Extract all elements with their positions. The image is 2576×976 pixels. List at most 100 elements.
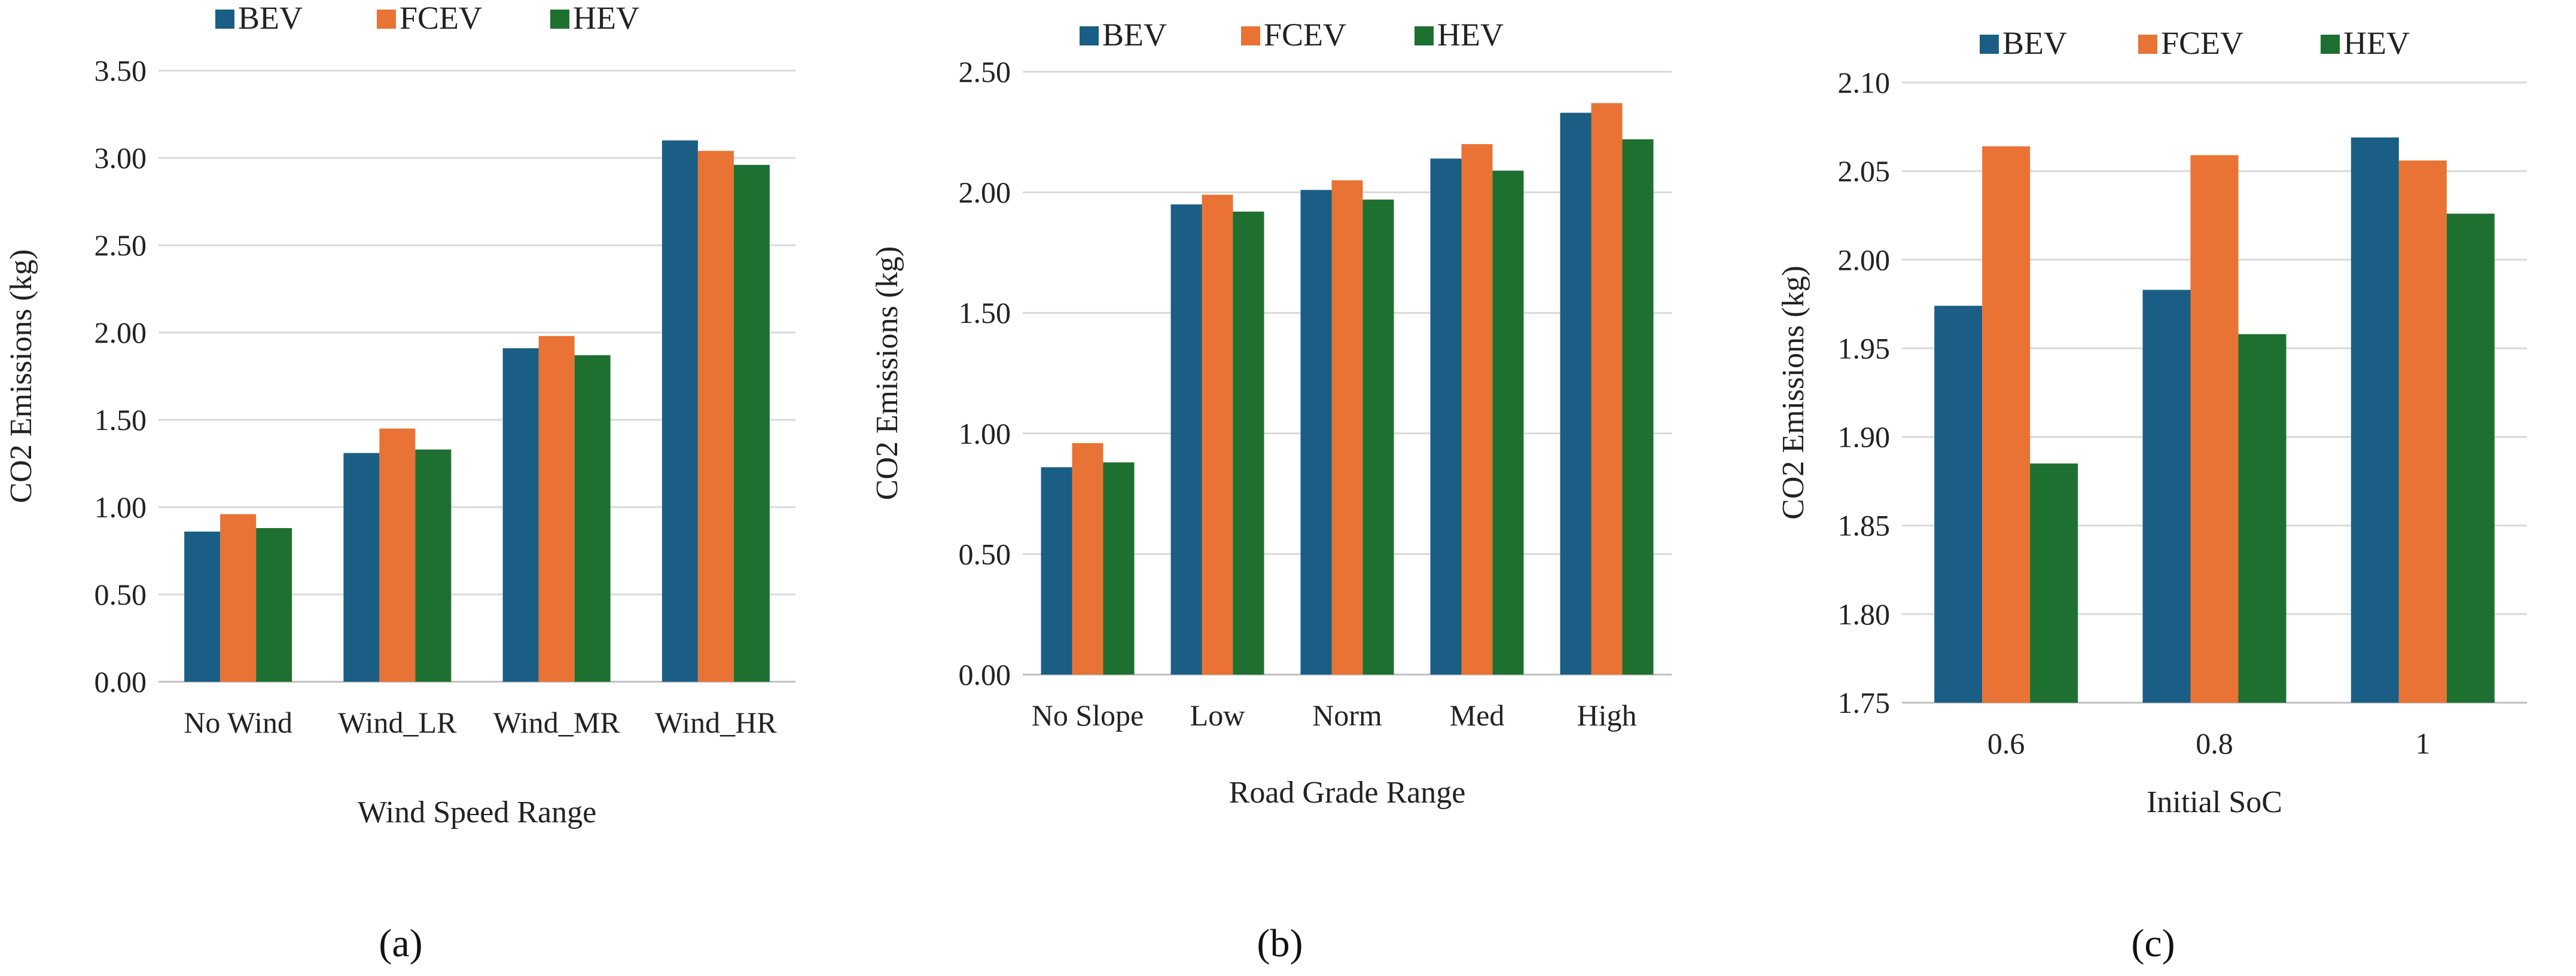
bar-hev-0 <box>2030 463 2078 703</box>
y-axis-label: CO2 Emissions (kg) <box>4 249 38 504</box>
y-tick-label: 1.85 <box>1838 509 1891 542</box>
bar-hev-3 <box>1492 170 1524 675</box>
y-tick-label: 0.50 <box>94 578 147 611</box>
bar-bev-1 <box>343 453 380 682</box>
x-tick-label: 0.8 <box>2196 727 2233 760</box>
bar-bev-0 <box>184 531 221 682</box>
legend-swatch-hev <box>550 10 569 29</box>
y-tick-label: 1.80 <box>1838 597 1891 631</box>
y-tick-label: 2.00 <box>94 316 147 349</box>
x-tick-label: Wind_MR <box>493 706 621 739</box>
bar-hev-2 <box>2446 214 2495 703</box>
y-tick-label: 2.00 <box>959 176 1011 209</box>
bar-bev-2 <box>1300 190 1332 675</box>
bar-hev-0 <box>256 528 292 682</box>
bar-fcev-2 <box>2398 160 2447 703</box>
bar-bev-4 <box>1560 112 1592 675</box>
x-axis-label: Road Grade Range <box>1229 776 1466 810</box>
bar-fcev-0 <box>220 514 257 682</box>
bar-hev-1 <box>1233 211 1264 675</box>
bar-hev-2 <box>574 355 611 682</box>
legend-label-bev: BEV <box>2002 25 2067 61</box>
panel-label-a: (a) <box>379 922 423 965</box>
bar-hev-0 <box>1103 462 1135 675</box>
legend-label-bev: BEV <box>238 0 303 36</box>
x-tick-label: High <box>1577 699 1637 732</box>
x-tick-label: 1 <box>2415 727 2430 760</box>
x-tick-label: Norm <box>1312 699 1382 732</box>
y-tick-label: 1.00 <box>959 417 1011 450</box>
chart-panel-a: 0.00 0.50 1.00 1.50 2.00 2.50 3.00 3.50 No Wind W… <box>0 0 831 976</box>
legend-swatch-hev <box>2321 35 2340 54</box>
legend-label-fcev: FCEV <box>400 0 482 36</box>
legend-swatch-fcev <box>1241 26 1260 45</box>
bar-fcev-3 <box>1461 144 1493 675</box>
x-tick-label: 0.6 <box>1987 727 2025 760</box>
bar-bev-0 <box>1041 467 1072 675</box>
y-tick-label: 3.50 <box>94 54 147 87</box>
legend-swatch-bev <box>1980 35 1999 54</box>
y-tick-label: 1.50 <box>94 403 147 437</box>
legend-swatch-fcev <box>377 10 396 29</box>
bar-fcev-3 <box>697 151 734 682</box>
bar-fcev-1 <box>379 428 416 682</box>
bar-bev-0 <box>1934 306 1983 703</box>
y-tick-label: 3.00 <box>94 141 147 175</box>
bar-hev-1 <box>2238 334 2287 703</box>
y-axis-label: CO2 Emissions (kg) <box>1776 266 1810 520</box>
chart-panel-b: 0.00 0.50 1.00 1.50 2.00 2.50 No Slope Low Norm M… <box>831 0 1728 976</box>
legend-label-hev: HEV <box>1437 17 1504 53</box>
legend-swatch-hev <box>1414 26 1434 45</box>
y-tick-label: 0.00 <box>94 665 147 699</box>
x-tick-label: Wind_LR <box>338 706 457 739</box>
y-tick-label: 2.10 <box>1838 66 1891 99</box>
bar-fcev-2 <box>1331 180 1363 675</box>
bar-bev-1 <box>1170 204 1202 675</box>
y-tick-label: 2.00 <box>1838 243 1891 276</box>
bar-fcev-0 <box>1072 443 1103 675</box>
chart-c-svg: 1.75 1.80 1.85 1.90 1.95 2.00 2.05 2.10 0.6 0.8 1 C… <box>1776 25 2527 819</box>
y-tick-label: 2.50 <box>959 55 1011 89</box>
y-tick-label: 1.50 <box>959 296 1011 330</box>
bar-fcev-2 <box>538 336 575 682</box>
x-tick-label: Wind_HR <box>655 706 777 739</box>
panel-label-c: (c) <box>2131 922 2175 965</box>
x-tick-label: No Wind <box>184 706 292 739</box>
y-tick-label: 2.50 <box>94 228 147 262</box>
y-tick-label: 1.00 <box>94 490 147 524</box>
legend-label-hev: HEV <box>2343 25 2410 61</box>
panel-label-b: (b) <box>1257 922 1303 965</box>
x-tick-label: Low <box>1190 699 1245 732</box>
chart-panel-c: 1.75 1.80 1.85 1.90 1.95 2.00 2.05 2.10 0.6 0.8 1 C… <box>1728 0 2576 976</box>
legend-label-fcev: FCEV <box>1264 17 1346 53</box>
legend-label-bev: BEV <box>1102 17 1167 53</box>
y-tick-label: 0.00 <box>959 658 1011 691</box>
bar-hev-1 <box>415 449 452 682</box>
y-tick-label: 1.90 <box>1838 420 1891 454</box>
y-axis-label: CO2 Emissions (kg) <box>870 246 904 501</box>
bar-bev-3 <box>1430 158 1462 675</box>
bar-hev-4 <box>1622 139 1654 675</box>
legend-swatch-bev <box>215 10 234 29</box>
x-tick-label: Med <box>1450 699 1505 732</box>
y-tick-label: 1.75 <box>1838 686 1891 719</box>
bar-bev-2 <box>502 348 539 682</box>
bar-bev-1 <box>2142 289 2191 703</box>
bar-fcev-0 <box>1982 146 2031 703</box>
x-axis-label: Wind Speed Range <box>358 795 596 829</box>
y-tick-label: 2.05 <box>1838 154 1891 188</box>
x-axis-label: Initial SoC <box>2147 785 2282 819</box>
bar-fcev-1 <box>1202 194 1233 675</box>
bar-bev-2 <box>2351 137 2399 703</box>
bar-hev-3 <box>733 164 770 682</box>
bar-bev-3 <box>661 140 698 682</box>
bar-hev-2 <box>1362 199 1394 675</box>
chart-b-svg: 0.00 0.50 1.00 1.50 2.00 2.50 No Slope Low Norm M… <box>870 17 1672 810</box>
legend-label-hev: HEV <box>573 0 639 36</box>
x-tick-label: No Slope <box>1032 699 1144 732</box>
chart-a-svg: 0.00 0.50 1.00 1.50 2.00 2.50 3.00 3.50 No Wind W… <box>4 0 795 829</box>
legend-label-fcev: FCEV <box>2161 25 2243 61</box>
legend-swatch-bev <box>1080 26 1099 45</box>
bar-fcev-4 <box>1591 103 1623 675</box>
legend-swatch-fcev <box>2138 35 2157 54</box>
